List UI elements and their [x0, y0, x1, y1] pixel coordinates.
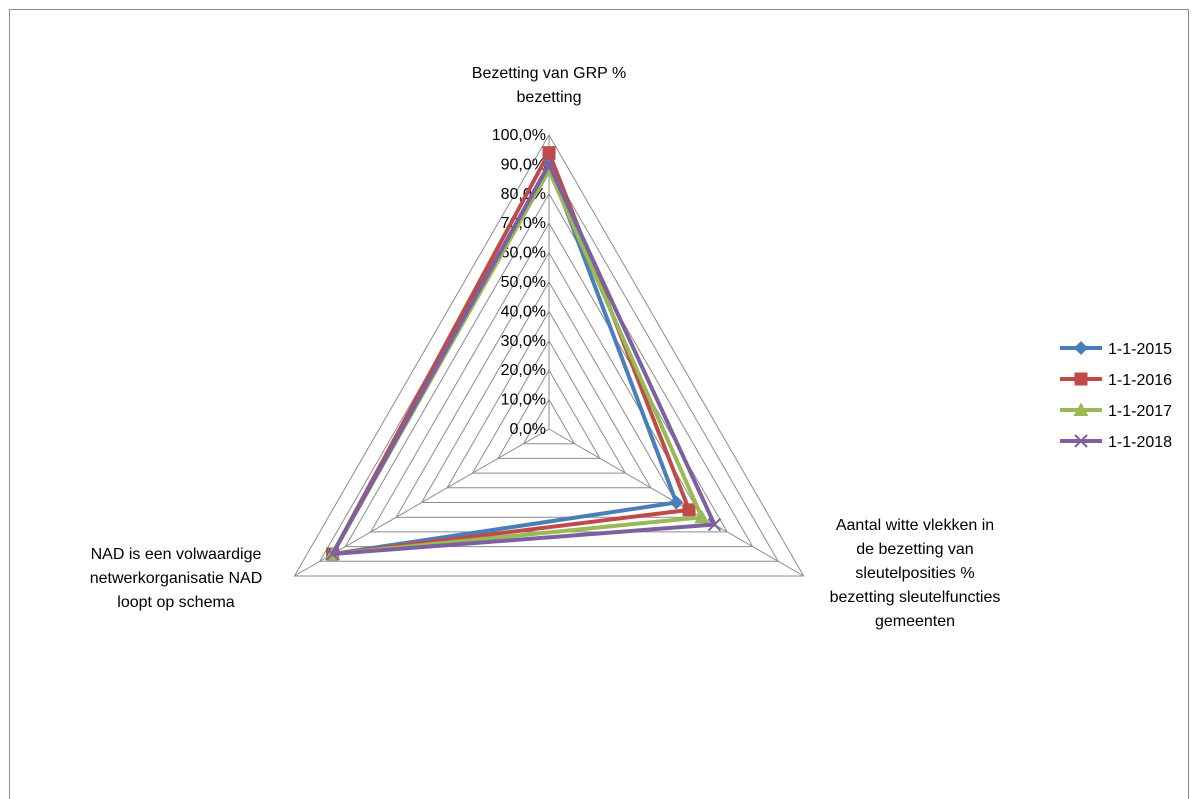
- data-point: [694, 509, 710, 524]
- axis-label-line: Aantal witte vlekken in: [836, 517, 994, 534]
- tick-label: 90,0%: [501, 156, 546, 173]
- tick-label: 100,0%: [492, 127, 546, 144]
- data-point: [682, 503, 696, 517]
- radar-series: [325, 146, 722, 561]
- legend-label: 1-1-2018: [1108, 434, 1172, 451]
- legend-entry: 1-1-2015: [1060, 341, 1172, 358]
- data-point: [1073, 402, 1089, 416]
- tick-label: 0,0%: [510, 421, 546, 438]
- axis-label-line: de bezetting van: [856, 541, 973, 558]
- axis-label: NAD is een volwaardige netwerkorganisatie…: [90, 546, 263, 611]
- data-point: [1074, 434, 1088, 448]
- axis-label-line: netwerkorganisatie NAD: [90, 570, 263, 587]
- axis-label-line: loopt op schema: [117, 594, 235, 611]
- legend-label: 1-1-2017: [1108, 403, 1172, 420]
- grid-ring: [522, 398, 576, 445]
- axis-label-line: sleutelposities %: [855, 565, 974, 582]
- legend-label: 1-1-2016: [1108, 372, 1172, 389]
- legend-entry: 1-1-2017: [1060, 402, 1172, 420]
- legend-label: 1-1-2015: [1108, 341, 1172, 358]
- grid-ring: [471, 339, 627, 474]
- tick-label: 50,0%: [501, 274, 546, 291]
- legend-entry: 1-1-2016: [1060, 372, 1172, 389]
- series: [326, 146, 696, 561]
- axis-label-line: bezetting sleutelfuncties: [830, 589, 1001, 606]
- axis-label-line: Bezetting van GRP %: [472, 65, 626, 82]
- radar-spokes: [294, 135, 804, 577]
- tick-label: 40,0%: [501, 303, 546, 320]
- chart-frame: [9, 9, 1189, 799]
- data-point: [542, 146, 556, 160]
- axis-label-line: NAD is een volwaardige: [91, 546, 262, 563]
- series-line: [330, 162, 717, 556]
- data-point: [325, 547, 340, 561]
- axis-label-line: gemeenten: [875, 613, 955, 630]
- axis-label-line: bezetting: [517, 89, 582, 106]
- radar-axis-labels: Bezetting van GRP % bezetting Aantal witte…: [90, 65, 1001, 630]
- tick-label: 20,0%: [501, 362, 546, 379]
- legend-entry: 1-1-2018: [1060, 434, 1172, 451]
- data-point: [1074, 372, 1088, 386]
- axis-label: Bezetting van GRP % bezetting: [472, 65, 626, 106]
- grid-ring: [497, 369, 601, 459]
- data-point: [669, 495, 684, 510]
- grid-ring: [344, 192, 754, 548]
- tick-label: 60,0%: [501, 245, 546, 262]
- grid-ring: [293, 133, 805, 577]
- grid-ring: [395, 251, 703, 518]
- chart-legend: 1-1-2015 1-1-2016 1-1-2017 1-1-2018: [1060, 341, 1172, 451]
- data-point: [707, 517, 722, 532]
- series: [325, 157, 722, 561]
- grid-ring: [420, 280, 678, 503]
- grid-ring: [446, 310, 652, 489]
- tick-label: 10,0%: [501, 392, 546, 409]
- data-point: [1074, 341, 1088, 355]
- axis-label: Aantal witte vlekken in de bezetting van s…: [830, 517, 1001, 630]
- data-point: [542, 157, 556, 172]
- tick-label: 30,0%: [501, 333, 546, 350]
